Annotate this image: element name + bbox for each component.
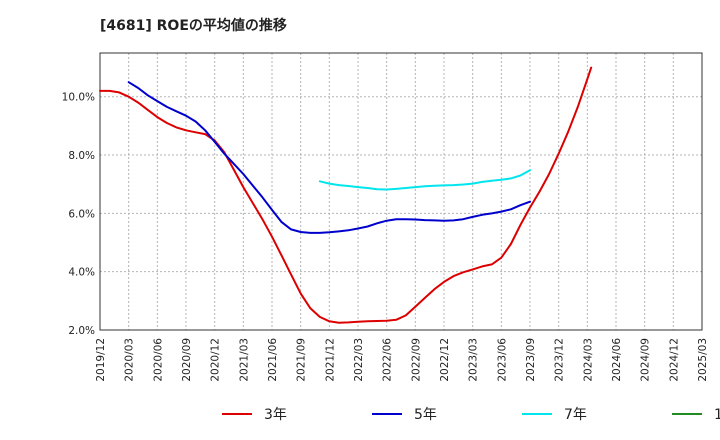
x-tick-label: 2020/06 bbox=[152, 338, 164, 382]
grid-layer bbox=[99, 53, 703, 331]
x-tick-label: 2024/06 bbox=[611, 338, 623, 382]
plot-frame bbox=[99, 52, 703, 331]
x-tick-label: 2023/12 bbox=[554, 338, 566, 382]
x-tick-label: 2022/06 bbox=[382, 338, 394, 382]
y-tick-label: 6.0% bbox=[68, 208, 95, 220]
x-tick-label: 2021/09 bbox=[296, 338, 308, 382]
x-tick-label: 2024/03 bbox=[582, 338, 594, 382]
series-line-0 bbox=[99, 66, 593, 324]
y-axis-ticks: 2.0% 4.0% 6.0% 8.0% 10.0% bbox=[62, 92, 95, 337]
x-tick-label: 2023/09 bbox=[525, 338, 537, 382]
x-tick-label: 2023/03 bbox=[468, 338, 480, 382]
x-tick-label: 2020/12 bbox=[210, 338, 222, 382]
x-tick-label: 2020/09 bbox=[181, 338, 193, 382]
x-tick-label: 2021/12 bbox=[324, 338, 336, 382]
x-tick-label: 2021/03 bbox=[238, 338, 250, 382]
legend-label-3: 10年 bbox=[714, 407, 720, 423]
x-tick-label: 2021/06 bbox=[267, 338, 279, 382]
x-tick-label: 2020/03 bbox=[124, 338, 136, 382]
x-tick-label: 2023/06 bbox=[496, 338, 508, 382]
series-line-1 bbox=[127, 81, 531, 234]
x-tick-label: 2022/12 bbox=[439, 338, 451, 382]
x-tick-label: 2024/09 bbox=[640, 338, 652, 382]
y-tick-label: 10.0% bbox=[62, 92, 95, 104]
y-tick-label: 2.0% bbox=[68, 325, 95, 337]
y-tick-label: 4.0% bbox=[68, 267, 95, 279]
x-tick-label: 2024/12 bbox=[668, 338, 680, 382]
x-tick-label: 2022/03 bbox=[353, 338, 365, 382]
chart-title: [4681] ROEの平均値の推移 bbox=[100, 17, 287, 34]
x-tick-label: 2019/12 bbox=[95, 338, 107, 382]
x-axis-ticks: 2019/12 2020/03 2020/06 2020/09 2020/12 2021/… bbox=[95, 338, 709, 382]
x-tick-label: 2022/09 bbox=[410, 338, 422, 382]
legend-label-1: 5年 bbox=[414, 407, 437, 423]
series-layer bbox=[99, 66, 593, 324]
series-line-2 bbox=[318, 169, 531, 191]
legend-label-0: 3年 bbox=[264, 407, 287, 423]
legend-label-2: 7年 bbox=[564, 407, 587, 423]
y-tick-label: 8.0% bbox=[68, 150, 95, 162]
x-tick-label: 2025/03 bbox=[697, 338, 709, 382]
legend: 3年 5年 7年 10年 bbox=[222, 407, 720, 423]
